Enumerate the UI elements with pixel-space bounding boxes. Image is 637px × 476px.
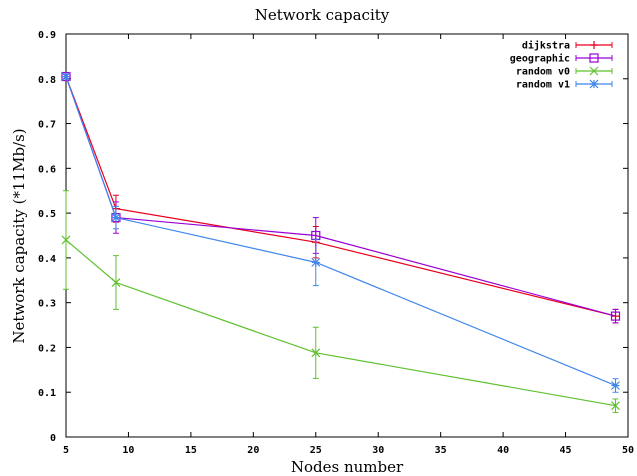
x-tick-label: 50 (622, 445, 634, 456)
x-tick-label: 40 (497, 445, 509, 456)
series-random-v1 (61, 72, 620, 393)
series-random-v0 (61, 190, 620, 413)
y-tick-label: 0.4 (38, 254, 56, 265)
series-line (65, 76, 616, 317)
x-tick-label: 15 (185, 445, 197, 456)
chart-title: Network capacity (255, 6, 390, 24)
axis-ticks: 5 10 15 20 25 30 35 40 45 50 0 0.1 0.2 0.3 0.4 0.5 0.6 0.… (38, 30, 634, 456)
legend-marker (589, 53, 599, 63)
y-tick-label: 0.7 (38, 120, 56, 131)
y-tick-label: 0 (50, 433, 56, 444)
y-tick-label: 0.2 (38, 343, 56, 354)
legend-label: random v1 (516, 80, 570, 91)
legend-errorbar-cap (575, 42, 613, 48)
data-point (610, 311, 621, 321)
data-point (311, 257, 321, 267)
y-axis-label: Network capacity (*11Mb/s) (10, 128, 28, 343)
legend-errorbar-cap (575, 81, 613, 87)
x-tick-label: 20 (247, 445, 259, 456)
legend-label: dijkstra (522, 40, 570, 52)
series-dijkstra (62, 72, 620, 324)
series-line (65, 76, 616, 317)
series-line (65, 76, 616, 387)
x-tick-label: 35 (435, 445, 447, 456)
series-geographic (61, 71, 621, 324)
legend-marker (589, 66, 599, 76)
y-tick-label: 0.8 (38, 75, 56, 86)
x-tick-label: 25 (310, 445, 322, 456)
y-tick-label: 0.1 (38, 388, 56, 399)
data-point (311, 348, 321, 358)
plot-area (65, 33, 629, 438)
legend-marker (589, 79, 599, 89)
x-tick-label: 45 (560, 445, 572, 456)
data-point (111, 213, 121, 223)
y-tick-label: 0.6 (38, 164, 56, 175)
series-line (65, 239, 616, 407)
data-point (61, 235, 71, 245)
x-tick-label: 10 (122, 445, 134, 456)
x-axis-label: Nodes number (291, 458, 404, 476)
legend-errorbar-cap (575, 55, 613, 61)
legend-errorbar-cap (575, 68, 613, 74)
x-tick-label: 30 (372, 445, 384, 456)
plot-border (65, 33, 629, 438)
legend-marker (590, 41, 598, 49)
y-tick-label: 0.3 (38, 299, 56, 310)
data-point (111, 278, 121, 287)
legend-label: geographic (510, 53, 570, 65)
legend-label: random v0 (516, 67, 570, 78)
data-series (61, 71, 621, 413)
data-point (611, 401, 620, 411)
data-point (61, 72, 71, 81)
x-tick-label: 5 (63, 445, 69, 456)
data-point (611, 381, 620, 390)
y-tick-label: 0.5 (38, 209, 56, 220)
y-tick-label: 0.9 (38, 30, 56, 41)
